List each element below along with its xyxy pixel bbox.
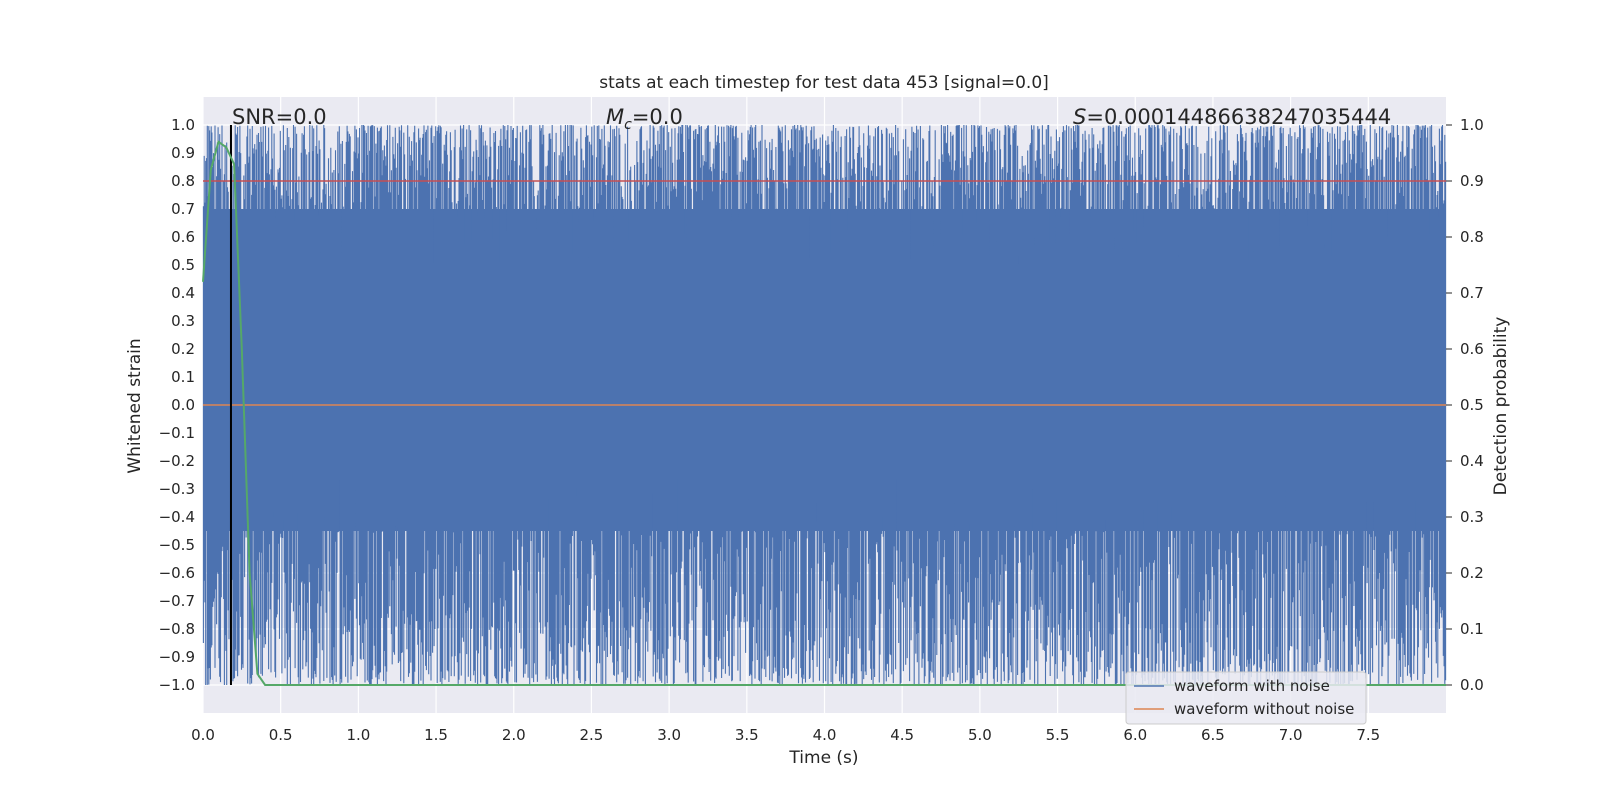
y-tick-label: 0.2 [171,340,195,358]
legend-label-noise: waveform with noise [1174,677,1330,695]
y-right-axis-label: Detection probability [1491,317,1511,496]
x-axis-label: Time (s) [788,748,858,768]
y-right-tick-label: 0.9 [1460,172,1484,190]
x-tick-label: 2.0 [502,726,526,744]
y-tick-label: 0.7 [171,200,195,218]
x-tick-label: 7.0 [1279,726,1303,744]
y-tick-label: 0.9 [171,144,195,162]
y-tick-label: −0.9 [159,648,195,666]
chart-title: stats at each timestep for test data 453… [599,73,1049,93]
legend-box [1125,671,1367,725]
x-tick-label: 4.5 [890,726,914,744]
y-right-tick-label: 0.3 [1460,508,1484,526]
series-waveform-with-noise [202,125,1447,685]
y-tick-label: 0.5 [171,256,195,274]
x-tick-label: 7.5 [1356,726,1380,744]
y-tick-label: 0.0 [171,396,195,414]
legend: waveform with noise waveform without noi… [1125,671,1367,725]
y-right-tick-label: 0.1 [1460,620,1484,638]
y-tick-label: 0.4 [171,284,195,302]
y-right-tick-label: 0.6 [1460,340,1484,358]
y-right-tick-label: 0.2 [1460,564,1484,582]
snr-annotation: SNR=0.0 [232,105,327,129]
x-tick-label: 3.0 [657,726,681,744]
chirp-mass-annotation: Mc=0.0 [606,105,683,133]
x-tick-label: 6.5 [1201,726,1225,744]
y-tick-label: −0.5 [159,536,195,554]
y-right-tick-label: 0.5 [1460,396,1484,414]
y-tick-label: −0.3 [159,480,195,498]
x-tick-labels: 0.0 0.5 1.0 1.5 2.0 2.5 3.0 3.5 4.0 4.5 5.0 5.5 6.0 6… [191,726,1380,744]
y-tick-label: −0.4 [159,508,195,526]
y-tick-label: 0.3 [171,312,195,330]
x-tick-label: 3.5 [735,726,759,744]
y-right-tick-label: 0.8 [1460,228,1484,246]
y-tick-label: −1.0 [159,676,195,694]
y-axis-label: Whitened strain [125,338,145,473]
y-tick-label: 0.6 [171,228,195,246]
series-detection-probability [202,140,1446,686]
y-tick-label: −0.6 [159,564,195,582]
y-right-tick-labels: 1.0 0.9 0.8 0.7 0.6 0.5 0.4 0.3 0.2 0.1 0.0 [1446,116,1484,694]
y-tick-label: 1.0 [171,116,195,134]
legend-label-clean: waveform without noise [1174,700,1354,718]
s-annotation: S=0.00014486638247035444 [1073,105,1391,129]
x-tick-label: 0.0 [191,726,215,744]
x-tick-label: 1.5 [424,726,448,744]
y-right-tick-label: 0.0 [1460,676,1484,694]
y-right-tick-label: 0.4 [1460,452,1484,470]
x-tick-label: 5.0 [968,726,992,744]
y-tick-label: 0.8 [171,172,195,190]
x-tick-label: 5.5 [1046,726,1070,744]
x-tick-label: 6.0 [1123,726,1147,744]
y-right-tick-label: 0.7 [1460,284,1484,302]
y-tick-labels: 1.0 0.9 0.8 0.7 0.6 0.5 0.4 0.3 0.2 0.1 0.0 −0.1 −0.… [159,116,195,694]
x-tick-label: 1.0 [346,726,370,744]
y-tick-label: −0.1 [159,424,195,442]
x-tick-label: 0.5 [269,726,293,744]
noise-spikes [202,125,1447,685]
x-tick-label: 4.0 [813,726,837,744]
y-tick-label: 0.1 [171,368,195,386]
x-tick-label: 2.5 [580,726,604,744]
y-tick-label: −0.2 [159,452,195,470]
y-tick-label: −0.7 [159,592,195,610]
y-tick-label: −0.8 [159,620,195,638]
y-right-tick-label: 1.0 [1460,116,1484,134]
